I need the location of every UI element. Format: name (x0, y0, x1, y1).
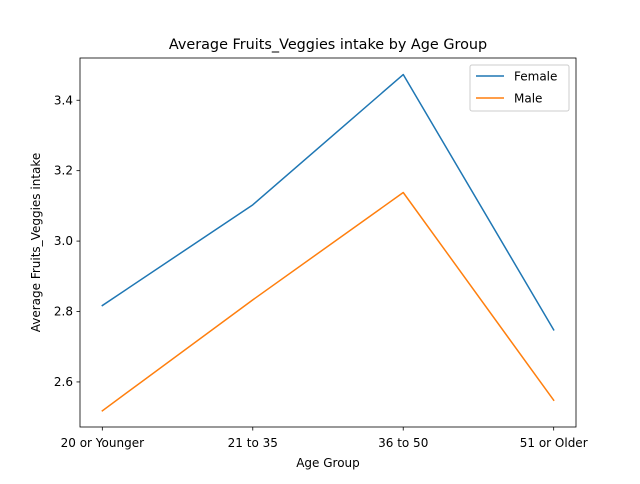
legend-label-female: Female (514, 70, 557, 84)
y-tick-label: 2.8 (54, 305, 73, 319)
legend-items: Female Male (476, 70, 557, 106)
x-tick-label: 21 to 35 (228, 436, 278, 450)
series-line-male (101, 191, 555, 412)
series-lines (101, 73, 555, 412)
y-axis-label: Average Fruits_Veggies intake (29, 153, 43, 333)
x-axis-ticks: 20 or Younger 21 to 35 36 to 50 51 or Older (61, 427, 588, 450)
x-tick-label: 36 to 50 (378, 436, 428, 450)
legend: Female Male (469, 64, 570, 112)
series-line-female (101, 73, 555, 331)
y-tick-label: 3.4 (54, 93, 73, 107)
y-axis-ticks: 2.6 2.8 3.0 3.2 3.4 (54, 93, 80, 389)
legend-label-male: Male (514, 92, 542, 106)
x-tick-label: 20 or Younger (61, 436, 144, 450)
y-tick-label: 3.0 (54, 234, 73, 248)
chart-title: Average Fruits_Veggies intake by Age Gro… (169, 37, 487, 53)
plot-frame (79, 57, 577, 428)
y-tick-label: 3.2 (54, 164, 73, 178)
x-axis-label: Age Group (296, 456, 360, 470)
y-tick-label: 2.6 (54, 375, 73, 389)
x-tick-label: 51 or Older (520, 436, 588, 450)
